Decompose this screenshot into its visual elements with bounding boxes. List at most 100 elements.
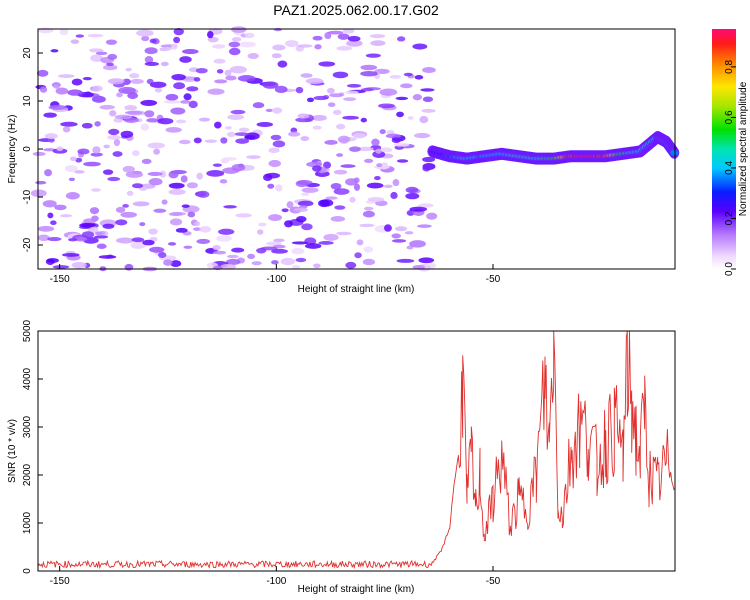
noise-blob bbox=[195, 67, 208, 74]
noise-blob bbox=[44, 169, 52, 177]
noise-blob bbox=[412, 43, 428, 50]
noise-blob bbox=[182, 49, 199, 55]
noise-blob bbox=[60, 121, 78, 127]
noise-blob bbox=[332, 71, 349, 79]
noise-blob bbox=[371, 138, 380, 147]
noise-blob bbox=[37, 27, 54, 34]
noise-blob bbox=[107, 53, 118, 60]
noise-blob bbox=[141, 158, 152, 164]
noise-blob bbox=[81, 122, 93, 129]
noise-blob bbox=[206, 170, 225, 177]
noise-blob bbox=[141, 35, 150, 42]
noise-blob bbox=[48, 104, 67, 111]
noise-blob bbox=[383, 184, 393, 189]
noise-blob bbox=[256, 229, 264, 235]
noise-blob bbox=[418, 203, 434, 208]
noise-blob bbox=[336, 123, 346, 130]
noise-blob bbox=[251, 261, 262, 266]
noise-blob bbox=[74, 170, 85, 174]
noise-blob bbox=[385, 133, 401, 139]
noise-blob bbox=[125, 67, 132, 72]
noise-blob bbox=[324, 140, 338, 145]
noise-blob bbox=[346, 83, 362, 88]
noise-blob bbox=[418, 257, 435, 264]
noise-blob bbox=[178, 139, 191, 145]
noise-blob bbox=[333, 188, 350, 195]
noise-blob bbox=[295, 117, 313, 123]
noise-blob bbox=[345, 261, 357, 269]
snr-y-ticks: 0 1000 2000 3000 4000 5000 bbox=[22, 319, 43, 574]
noise-blob bbox=[103, 64, 118, 71]
noise-blob bbox=[345, 90, 359, 95]
noise-blob bbox=[70, 39, 80, 44]
noise-blob bbox=[120, 130, 134, 138]
noise-blob bbox=[193, 137, 202, 144]
noise-blob bbox=[360, 70, 379, 77]
noise-blob bbox=[227, 114, 245, 120]
noise-blob bbox=[62, 126, 71, 133]
noise-blob bbox=[173, 82, 186, 90]
noise-blob bbox=[55, 87, 69, 95]
noise-blob bbox=[130, 241, 146, 249]
noise-blob bbox=[337, 33, 350, 40]
spectrogram-x-tick-label: -150 bbox=[50, 274, 70, 285]
noise-blob bbox=[265, 172, 281, 179]
noise-blob bbox=[144, 110, 155, 118]
noise-blob bbox=[360, 64, 378, 71]
noise-blob bbox=[270, 134, 282, 141]
noise-blob bbox=[228, 47, 241, 56]
spectrogram-y-ticks: -20 -10 0 10 20 bbox=[22, 47, 43, 252]
noise-blob bbox=[290, 127, 298, 134]
noise-blob bbox=[109, 110, 117, 117]
noise-blob bbox=[235, 138, 250, 144]
noise-blob bbox=[224, 69, 232, 77]
colorbar-tick-label: 0.4 bbox=[724, 161, 735, 175]
noise-blob bbox=[108, 128, 120, 136]
noise-blob bbox=[396, 258, 415, 263]
noise-blob bbox=[268, 159, 281, 168]
noise-blob bbox=[246, 155, 261, 159]
noise-blob bbox=[225, 75, 237, 81]
noise-blob bbox=[157, 117, 174, 125]
noise-blob bbox=[274, 85, 288, 94]
noise-blob bbox=[363, 246, 374, 253]
noise-blob bbox=[396, 111, 404, 118]
noise-blob bbox=[44, 133, 58, 140]
noise-blob bbox=[68, 238, 78, 242]
noise-blob bbox=[146, 118, 159, 123]
noise-blob bbox=[365, 53, 381, 58]
noise-blob bbox=[272, 107, 283, 114]
noise-blob bbox=[196, 172, 203, 180]
noise-blob bbox=[277, 60, 288, 68]
noise-blob bbox=[126, 190, 134, 196]
noise-blob bbox=[318, 61, 336, 67]
noise-blob bbox=[67, 89, 83, 96]
noise-blob bbox=[180, 175, 188, 183]
noise-blob bbox=[426, 212, 438, 220]
noise-blob bbox=[262, 81, 279, 89]
snr-y-tick-label: 2000 bbox=[22, 463, 33, 486]
noise-blob bbox=[231, 37, 242, 42]
noise-blob bbox=[165, 126, 182, 133]
noise-blob bbox=[89, 48, 104, 53]
noise-blob bbox=[183, 93, 192, 101]
noise-blob bbox=[300, 136, 310, 141]
noise-blob bbox=[420, 88, 435, 92]
noise-blob bbox=[234, 132, 249, 137]
noise-blob bbox=[256, 247, 267, 254]
noise-blob bbox=[91, 188, 101, 192]
noise-blob bbox=[405, 186, 419, 194]
noise-blob bbox=[314, 44, 322, 50]
noise-blob bbox=[198, 117, 211, 122]
colorbar-tick-label: 0.8 bbox=[724, 60, 735, 74]
chart-title: PAZ1.2025.062.00.17.G02 bbox=[273, 2, 439, 18]
noise-blob bbox=[301, 223, 313, 231]
noise-blob bbox=[124, 105, 138, 111]
noise-blob bbox=[147, 171, 163, 176]
noise-blob bbox=[144, 47, 158, 55]
noise-blob bbox=[213, 250, 227, 255]
noise-blob bbox=[161, 199, 168, 205]
spectrogram-x-ticks: -150 -100 -50 bbox=[50, 264, 501, 285]
noise-blob bbox=[94, 121, 101, 127]
noise-blob bbox=[273, 238, 285, 243]
